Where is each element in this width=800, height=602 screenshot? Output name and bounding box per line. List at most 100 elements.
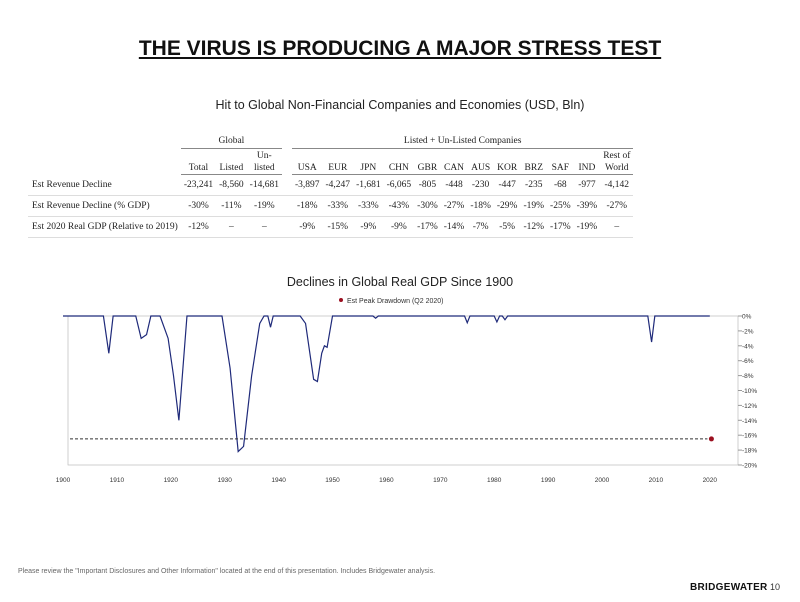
y-tick-label: -2%	[742, 328, 754, 335]
legend-marker	[339, 298, 343, 302]
cell: -15%	[322, 216, 354, 238]
header-5: EUR	[322, 162, 354, 175]
cell: -3,897	[291, 174, 323, 196]
header-8: GBR	[414, 162, 441, 175]
cell: -8,560	[216, 174, 247, 196]
cell: –	[246, 216, 282, 238]
cell: -14,681	[246, 174, 282, 196]
x-tick-label: 1910	[110, 477, 125, 484]
cell: -6,065	[383, 174, 415, 196]
header-14: IND	[573, 162, 601, 175]
cell: –	[216, 216, 247, 238]
spacer	[281, 216, 292, 238]
x-tick-label: 1900	[56, 477, 71, 484]
spacer	[281, 195, 292, 217]
header-11: KOR	[493, 162, 521, 175]
y-tick-label: -12%	[742, 403, 757, 410]
group-global: Global	[180, 134, 282, 149]
cell: -5%	[493, 216, 521, 238]
cell: -230	[467, 174, 494, 196]
cell: -12%	[180, 216, 217, 238]
cell: -447	[493, 174, 521, 196]
table-row: Est Revenue Decline -23,241 -8,560 -14,681-…	[28, 174, 634, 196]
cell: -9%	[353, 216, 384, 238]
x-tick-label: 2010	[649, 477, 664, 484]
y-tick-label: -6%	[742, 358, 754, 365]
table-title: Hit to Global Non-Financial Companies an…	[215, 98, 585, 112]
cell: -235	[520, 174, 548, 196]
cell: -27%	[440, 195, 468, 217]
cell: -33%	[322, 195, 354, 217]
cell: -9%	[291, 216, 323, 238]
y-tick-label: -8%	[742, 373, 754, 380]
x-tick-label: 2020	[703, 477, 718, 484]
row-label: Est Revenue Decline	[28, 174, 181, 196]
disclaimer: Please review the "Important Disclosures…	[18, 568, 436, 575]
cell: -4,142	[600, 174, 634, 196]
header-4: USA	[291, 162, 323, 175]
cell: -7%	[467, 216, 494, 238]
drawdown-line	[63, 315, 710, 453]
cell: -19%	[246, 195, 282, 217]
cell: -43%	[383, 195, 415, 217]
cell: -30%	[414, 195, 441, 217]
header-6: JPN	[353, 162, 384, 175]
y-tick-label: -16%	[742, 433, 757, 440]
x-tick-label: 1960	[379, 477, 394, 484]
header-9: CAN	[440, 162, 468, 175]
row-label: Est 2020 Real GDP (Relative to 2019)	[28, 216, 181, 238]
header-top-3: Un-	[256, 150, 272, 161]
header-2: Listed	[216, 162, 247, 175]
cell: –	[600, 216, 634, 238]
cell: -11%	[216, 195, 247, 217]
y-tick-label: 0%	[742, 314, 752, 321]
cell: -18%	[467, 195, 494, 217]
row-label: Est Revenue Decline (% GDP)	[28, 195, 181, 217]
x-tick-label: 1920	[164, 477, 179, 484]
header-12: BRZ	[520, 162, 548, 175]
table-row: Est 2020 Real GDP (Relative to 2019) -12%…	[28, 216, 634, 238]
cell: -27%	[600, 195, 634, 217]
table-row: Est Revenue Decline (% GDP) -30% -11% -19% -…	[28, 195, 634, 217]
page-title: THE VIRUS IS PRODUCING A MAJOR STRESS TE…	[138, 37, 662, 60]
y-tick-label: -4%	[742, 343, 754, 350]
cell: -68	[547, 174, 574, 196]
cell: -12%	[520, 216, 548, 238]
header-1: Total	[180, 162, 217, 175]
cell: -17%	[414, 216, 441, 238]
x-tick-label: 1930	[217, 477, 232, 484]
x-tick-label: 1970	[433, 477, 448, 484]
x-tick-label: 1990	[541, 477, 556, 484]
header-3: listed	[246, 162, 282, 175]
cell: -17%	[547, 216, 574, 238]
x-tick-label: 1950	[325, 477, 340, 484]
cell: -25%	[547, 195, 574, 217]
chart-title: Declines in Global Real GDP Since 1900	[287, 275, 513, 289]
group-listed: Listed + Un-Listed Companies	[291, 134, 634, 149]
cell: -4,247	[322, 174, 354, 196]
cell: -18%	[291, 195, 323, 217]
page-number: 10	[770, 582, 781, 592]
cell: -19%	[573, 216, 601, 238]
cell: -977	[573, 174, 601, 196]
header-10: AUS	[467, 162, 494, 175]
cell: -19%	[520, 195, 548, 217]
y-tick-label: -10%	[742, 388, 757, 395]
legend-label: Est Peak Drawdown (Q2 2020)	[347, 298, 444, 305]
cell: -448	[440, 174, 468, 196]
cell: -29%	[493, 195, 521, 217]
header-top-15: Rest of	[603, 150, 631, 161]
y-tick-label: -14%	[742, 418, 757, 425]
cell: -9%	[383, 216, 415, 238]
y-tick-label: -18%	[742, 448, 757, 455]
gdp-decline-chart: Declines in Global Real GDP Since 1900 Es…	[56, 275, 758, 484]
header-15: World	[600, 162, 634, 175]
cell: -1,681	[353, 174, 384, 196]
estimate-point	[708, 436, 714, 442]
spacer	[281, 174, 292, 196]
cell: -39%	[573, 195, 601, 217]
bridgewater-logo: BRIDGEWATER	[690, 582, 768, 593]
header-7: CHN	[383, 162, 415, 175]
company-hit-table: Global Listed + Un-Listed Companies Un- Re…	[28, 134, 634, 238]
cell: -805	[414, 174, 441, 196]
